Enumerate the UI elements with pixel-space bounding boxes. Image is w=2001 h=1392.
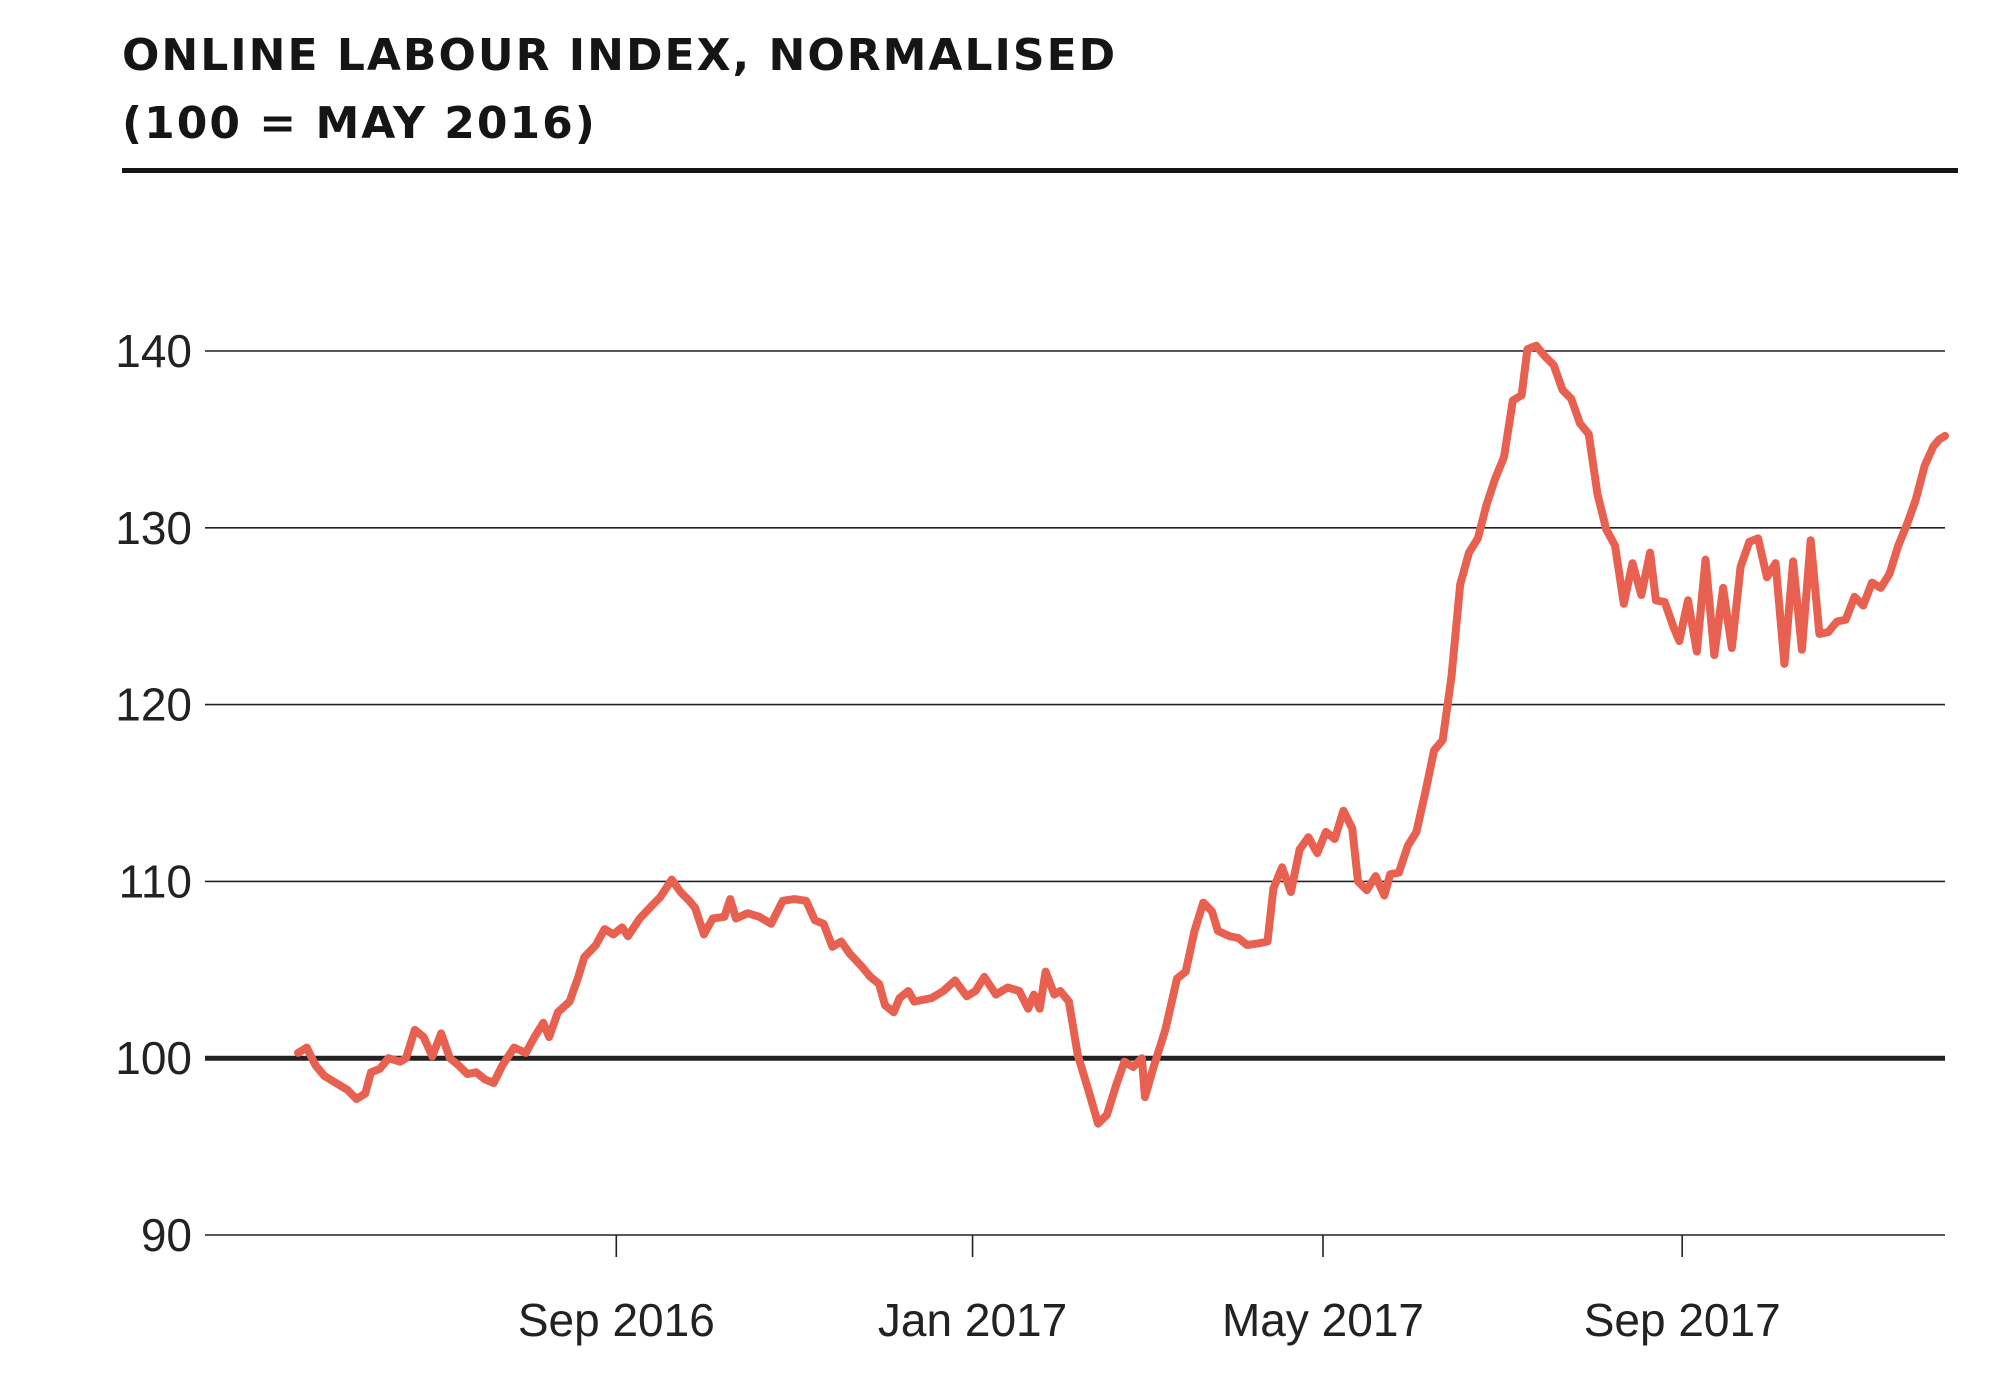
x-tick-label: Sep 2017 [1584, 1294, 1781, 1346]
chart-title-line-1: ONLINE LABOUR INDEX, NORMALISED [122, 30, 1118, 81]
y-tick-label: 100 [115, 1032, 192, 1084]
y-tick-label: 110 [119, 855, 192, 907]
chart-title: ONLINE LABOUR INDEX, NORMALISED (100 = M… [122, 22, 1962, 158]
chart-title-line-2: (100 = MAY 2016) [122, 98, 597, 149]
x-tick-label: Jan 2017 [878, 1294, 1067, 1346]
x-tick-label: Sep 2016 [518, 1294, 715, 1346]
x-tick-label: May 2017 [1222, 1294, 1424, 1346]
series-line-online-labour-index [294, 341, 1949, 1128]
y-tick-label: 90 [141, 1209, 192, 1261]
title-rule [122, 168, 1958, 173]
y-tick-label: 130 [115, 502, 192, 554]
y-tick-label: 120 [115, 679, 192, 731]
y-tick-label: 140 [115, 325, 192, 377]
